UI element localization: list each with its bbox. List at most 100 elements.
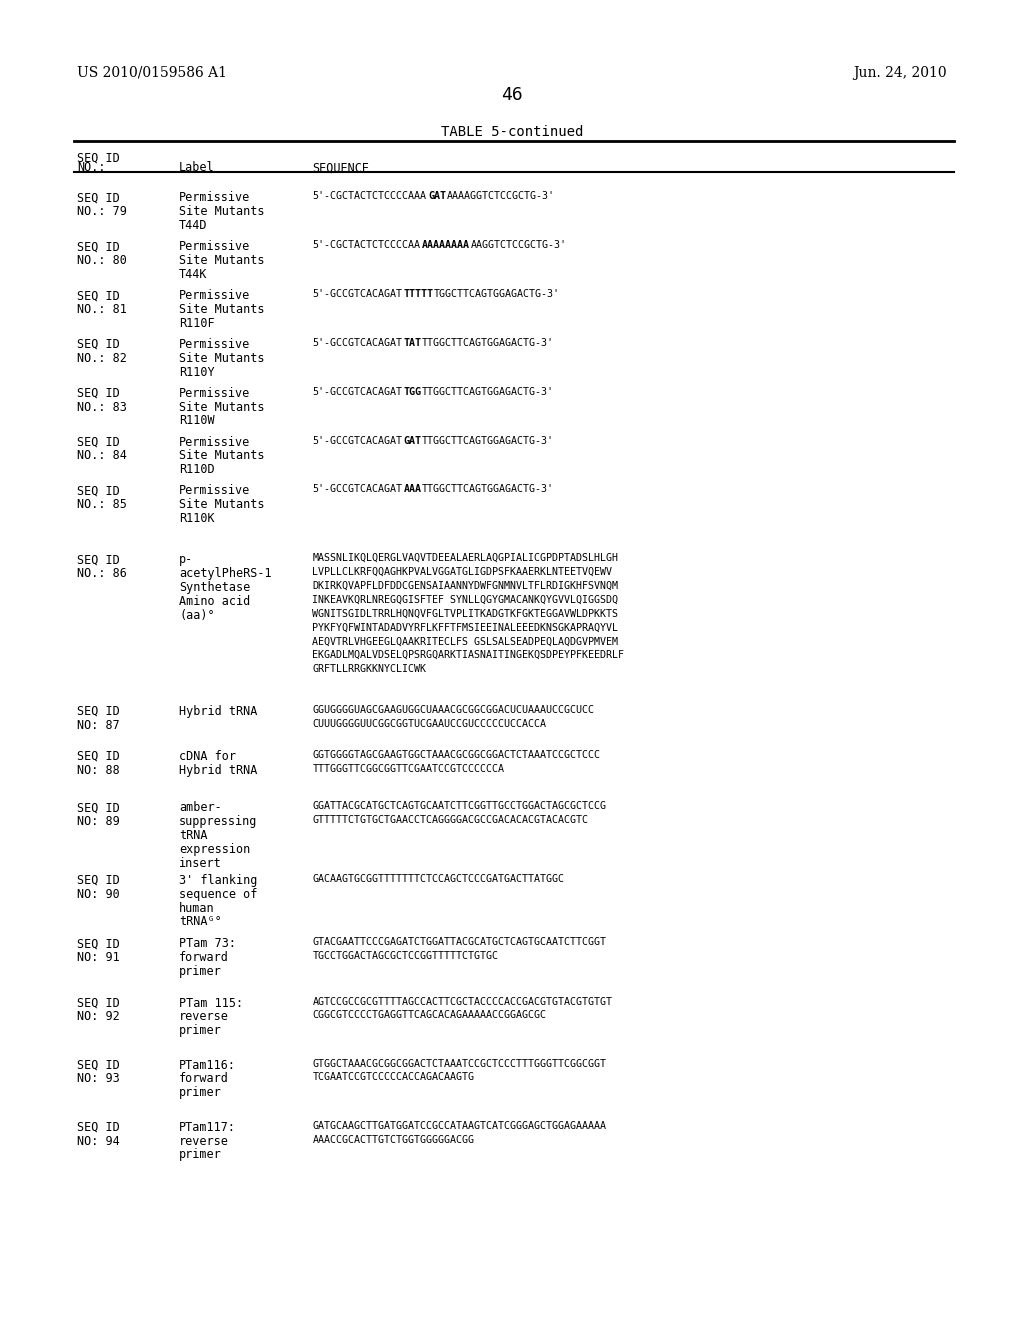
Text: TTGGCTTCAGTGGAGACTG-3': TTGGCTTCAGTGGAGACTG-3' (422, 484, 554, 495)
Text: TTTTT: TTTTT (403, 289, 434, 300)
Text: tRNAᴳ°: tRNAᴳ° (179, 916, 222, 928)
Text: amber-: amber- (179, 801, 222, 814)
Text: Permissive: Permissive (179, 191, 251, 205)
Text: NO: 88: NO: 88 (77, 763, 120, 776)
Text: PTam116:: PTam116: (179, 1059, 237, 1072)
Text: Site Mutants: Site Mutants (179, 449, 264, 462)
Text: NO: 94: NO: 94 (77, 1135, 120, 1147)
Text: NO.: 84: NO.: 84 (77, 449, 127, 462)
Text: GGATTACGCATGCTCAGTGCAATCTTCGGTTGCCTGGACTAGCGCTCCG: GGATTACGCATGCTCAGTGCAATCTTCGGTTGCCTGGACT… (312, 801, 606, 812)
Text: AAAAAAAA: AAAAAAAA (422, 240, 470, 251)
Text: suppressing: suppressing (179, 814, 258, 828)
Text: R110K: R110K (179, 512, 215, 525)
Text: NO.: 86: NO.: 86 (77, 568, 127, 579)
Text: SEQ ID: SEQ ID (77, 152, 120, 165)
Text: (aa)°: (aa)° (179, 609, 215, 622)
Text: GGTGGGGTAGCGAAGTGGCTAAACGCGGCGGACTCTAAATCCGCTCCC: GGTGGGGTAGCGAAGTGGCTAAACGCGGCGGACTCTAAAT… (312, 750, 600, 760)
Text: NO.: 83: NO.: 83 (77, 401, 127, 413)
Text: primer: primer (179, 1086, 222, 1100)
Text: p-: p- (179, 553, 194, 566)
Text: Synthetase: Synthetase (179, 581, 251, 594)
Text: INKEAVKQRLNREGQGISFTEF SYNLLQGYGMACANKQYGVVLQIGGSDQ: INKEAVKQRLNREGQGISFTEF SYNLLQGYGMACANKQY… (312, 594, 618, 605)
Text: acetylPheRS-1: acetylPheRS-1 (179, 568, 271, 579)
Text: human: human (179, 902, 215, 915)
Text: R110D: R110D (179, 463, 215, 477)
Text: SEQ ID: SEQ ID (77, 338, 120, 351)
Text: AAA: AAA (403, 484, 422, 495)
Text: cDNA for: cDNA for (179, 750, 237, 763)
Text: TABLE 5-continued: TABLE 5-continued (440, 125, 584, 140)
Text: PTam 73:: PTam 73: (179, 937, 237, 950)
Text: TTGGCTTCAGTGGAGACTG-3': TTGGCTTCAGTGGAGACTG-3' (422, 387, 554, 397)
Text: Permissive: Permissive (179, 484, 251, 498)
Text: forward: forward (179, 1072, 229, 1085)
Text: 5'-GCCGTCACAGAT: 5'-GCCGTCACAGAT (312, 387, 402, 397)
Text: SEQ ID: SEQ ID (77, 1121, 120, 1134)
Text: primer: primer (179, 965, 222, 978)
Text: AGTCCGCCGCGTTTTAGCCACTTCGCTACCCCACCGACGTGTACGTGTGT: AGTCCGCCGCGTTTTAGCCACTTCGCTACCCCACCGACGT… (312, 997, 612, 1007)
Text: SEQ ID: SEQ ID (77, 1059, 120, 1072)
Text: T44K: T44K (179, 268, 208, 281)
Text: SEQ ID: SEQ ID (77, 937, 120, 950)
Text: 5'-GCCGTCACAGAT: 5'-GCCGTCACAGAT (312, 436, 402, 446)
Text: GTACGAATTCCCGAGATCTGGATTACGCATGCTCAGTGCAATCTTCGGT: GTACGAATTCCCGAGATCTGGATTACGCATGCTCAGTGCA… (312, 937, 606, 948)
Text: Permissive: Permissive (179, 338, 251, 351)
Text: reverse: reverse (179, 1135, 229, 1147)
Text: AAAAGGTCTCCGCTG-3': AAAAGGTCTCCGCTG-3' (446, 191, 554, 202)
Text: EKGADLMQALVDSELQPSRGQARKTIASNAITINGEKQSDPEYPFKEEDRLF: EKGADLMQALVDSELQPSRGQARKTIASNAITINGEKQSD… (312, 651, 625, 660)
Text: AAGGTCTCCGCTG-3': AAGGTCTCCGCTG-3' (471, 240, 566, 251)
Text: T44D: T44D (179, 219, 208, 232)
Text: Site Mutants: Site Mutants (179, 205, 264, 218)
Text: Site Mutants: Site Mutants (179, 498, 264, 511)
Text: CUUUGGGGUUCGGCGGTUCGAAUCCGUCCCCCUCCACCA: CUUUGGGGUUCGGCGGTUCGAAUCCGUCCCCCUCCACCA (312, 718, 547, 729)
Text: NO.: 82: NO.: 82 (77, 351, 127, 364)
Text: 46: 46 (501, 86, 523, 104)
Text: GTGGCTAAACGCGGCGGACTCTAAATCCGCTCCCTTTGGGTTCGGCGGT: GTGGCTAAACGCGGCGGACTCTAAATCCGCTCCCTTTGGG… (312, 1059, 606, 1069)
Text: TGG: TGG (403, 387, 422, 397)
Text: 5'-CGCTACTCTCCCCAA: 5'-CGCTACTCTCCCCAA (312, 240, 420, 251)
Text: SEQ ID: SEQ ID (77, 484, 120, 498)
Text: Jun. 24, 2010: Jun. 24, 2010 (854, 66, 947, 81)
Text: Hybrid tRNA: Hybrid tRNA (179, 705, 258, 718)
Text: TTGGCTTCAGTGGAGACTG-3': TTGGCTTCAGTGGAGACTG-3' (422, 436, 554, 446)
Text: TAT: TAT (403, 338, 422, 348)
Text: NO.: 80: NO.: 80 (77, 253, 127, 267)
Text: SEQ ID: SEQ ID (77, 240, 120, 253)
Text: MASSNLIKQLQERGLVAQVTDEEALAERLAQGPIALICGPDPTADSLHLGH: MASSNLIKQLQERGLVAQVTDEEALAERLAQGPIALICGP… (312, 553, 618, 564)
Text: primer: primer (179, 1024, 222, 1038)
Text: NO.: 85: NO.: 85 (77, 498, 127, 511)
Text: Permissive: Permissive (179, 289, 251, 302)
Text: TGCCTGGACTAGCGCTCCGGTTTTTCTGTGC: TGCCTGGACTAGCGCTCCGGTTTTTCTGTGC (312, 950, 499, 961)
Text: tRNA: tRNA (179, 829, 208, 842)
Text: LVPLLCLKRFQQAGHKPVALVGGATGLIGDPSFKAAERKLNTEETVQEWV: LVPLLCLKRFQQAGHKPVALVGGATGLIGDPSFKAAERKL… (312, 568, 612, 577)
Text: AEQVTRLVHGEEGLQAAKRITECLFS GSLSALSEADPEQLAQDGVPMVEM: AEQVTRLVHGEEGLQAAKRITECLFS GSLSALSEADPEQ… (312, 636, 618, 647)
Text: NO.: 79: NO.: 79 (77, 205, 127, 218)
Text: AAACCGCACTTGTCTGGTGGGGGACGG: AAACCGCACTTGTCTGGTGGGGGACGG (312, 1135, 474, 1144)
Text: reverse: reverse (179, 1011, 229, 1023)
Text: 5'-GCCGTCACAGAT: 5'-GCCGTCACAGAT (312, 289, 402, 300)
Text: SEQ ID: SEQ ID (77, 289, 120, 302)
Text: primer: primer (179, 1148, 222, 1162)
Text: GAT: GAT (403, 436, 422, 446)
Text: SEQ ID: SEQ ID (77, 705, 120, 718)
Text: SEQ ID: SEQ ID (77, 436, 120, 449)
Text: GTTTTTCTGTGCTGAACCTCAGGGGACGCCGACACACGTACACGTC: GTTTTTCTGTGCTGAACCTCAGGGGACGCCGACACACGTA… (312, 814, 589, 825)
Text: SEQ ID: SEQ ID (77, 801, 120, 814)
Text: NO: 91: NO: 91 (77, 950, 120, 964)
Text: SEQ ID: SEQ ID (77, 750, 120, 763)
Text: PTam117:: PTam117: (179, 1121, 237, 1134)
Text: 5'-GCCGTCACAGAT: 5'-GCCGTCACAGAT (312, 338, 402, 348)
Text: GATGCAAGCTTGATGGATCCGCCATAAGTCATCGGGAGCTGGAGAAAAA: GATGCAAGCTTGATGGATCCGCCATAAGTCATCGGGAGCT… (312, 1121, 606, 1131)
Text: GGUGGGGUAGCGAAGUGGCUAAACGCGGCGGACUCUAAAUCCGCUCC: GGUGGGGUAGCGAAGUGGCUAAACGCGGCGGACUCUAAAU… (312, 705, 594, 715)
Text: 3' flanking: 3' flanking (179, 874, 258, 887)
Text: 5'-GCCGTCACAGAT: 5'-GCCGTCACAGAT (312, 484, 402, 495)
Text: Site Mutants: Site Mutants (179, 401, 264, 413)
Text: TTGGCTTCAGTGGAGACTG-3': TTGGCTTCAGTGGAGACTG-3' (422, 338, 554, 348)
Text: Permissive: Permissive (179, 387, 251, 400)
Text: expression: expression (179, 842, 251, 855)
Text: NO: 93: NO: 93 (77, 1072, 120, 1085)
Text: PTam 115:: PTam 115: (179, 997, 244, 1010)
Text: TCGAATCCGTCCCCCACCAGACAAGTG: TCGAATCCGTCCCCCACCAGACAAGTG (312, 1072, 474, 1082)
Text: GRFTLLRRGKKNYCLICWK: GRFTLLRRGKKNYCLICWK (312, 664, 426, 675)
Text: Permissive: Permissive (179, 240, 251, 253)
